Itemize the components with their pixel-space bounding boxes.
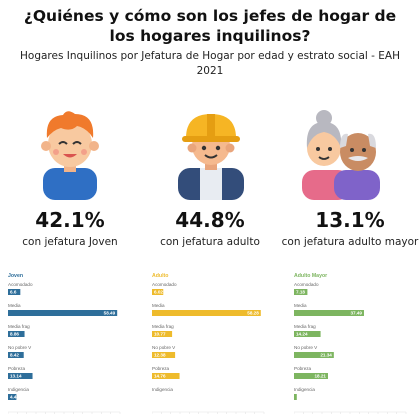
data-label: 58.28 [247,311,259,316]
data-label: 18.21 [314,374,326,379]
chart-adulto: Adulto Acomodado 6.02 Media 58.28 Media frag 1… [152,270,270,418]
data-label: 13.14 [10,374,22,379]
data-label: 10.77 [154,332,166,337]
stat-adulto-mayor: 13.1% con jefatura adulto mayor [280,207,420,250]
category-label: Acomodado [152,282,177,287]
stat-label: con jefatura Joven [22,236,118,248]
data-label: 6.6 [10,290,17,295]
stat-label: con jefatura adulto mayor [281,236,419,248]
category-label: No pobre V [152,345,176,350]
page-title: ¿Quiénes y cómo son los jefes de hogar d… [23,7,397,45]
bar [294,394,297,400]
data-label: 8.86 [10,332,19,337]
data-label: 4.49 [10,395,19,400]
data-label: 58.49 [104,311,116,316]
category-label: Media [8,303,21,308]
data-label: 37.49 [350,311,362,316]
stat-percent: 13.1% [315,208,385,232]
construction-worker-icon [178,114,244,200]
elderly-couple-icon [302,110,380,200]
bar [8,373,33,379]
page-subtitle: Hogares Inquilinos por Jefatura de Hogar… [20,50,400,77]
bar [8,331,25,337]
bar [152,331,173,337]
stat-label: con jefatura adulto [160,236,260,248]
chart-title: Joven [8,273,23,279]
category-label: Media frag [8,324,30,329]
data-label: 7.18 [296,290,305,295]
category-label: No pobre V [294,345,318,350]
bar [8,394,17,400]
bar [8,289,21,295]
bar [294,373,328,379]
stat-percent: 44.8% [175,208,245,232]
category-label: Pobreza [8,366,26,371]
stat-percent: 42.1% [35,208,105,232]
category-label: No pobre V [8,345,32,350]
category-label: Indigencia [8,387,29,392]
bar [294,352,334,358]
category-label: Media [294,303,307,308]
category-label: Indigencia [152,387,173,392]
chart-adulto-mayor-svg: Adulto Mayor Acomodado 7.18 Media 37.49 Media… [294,273,407,414]
bar [294,289,308,295]
stat-adulto: 44.8% con jefatura adulto [140,207,280,250]
bar [152,289,164,295]
data-label: 14.24 [296,332,308,337]
bar [294,310,364,316]
data-label: 12.38 [154,353,166,358]
bar [294,331,321,337]
bar [152,373,180,379]
chart-title: Adulto Mayor [294,273,327,279]
category-label: Pobreza [294,366,312,371]
bar [8,310,118,316]
category-label: Media [152,303,165,308]
data-label: 21.34 [320,353,332,358]
category-label: Indigencia [294,387,315,392]
chart-title: Adulto [152,273,168,279]
data-label: 6.02 [154,290,163,295]
bar [152,310,261,316]
data-label: 8.42 [10,353,19,358]
category-label: Media frag [294,324,316,329]
bar [152,352,176,358]
bar [8,352,24,358]
category-label: Media frag [152,324,174,329]
category-label: Pobreza [152,366,170,371]
chart-joven-svg: Joven Acomodado 6.6 Media 58.49 Media frag 8.8… [8,273,121,414]
data-label: 14.76 [154,374,166,379]
young-boy-icon [41,111,99,200]
category-label: Acomodado [294,282,319,287]
chart-adulto-mayor: Adulto Mayor Acomodado 7.18 Media 37.49 Media… [294,270,412,418]
chart-adulto-svg: Adulto Acomodado 6.02 Media 58.28 Media frag 1… [152,273,265,414]
category-label: Acomodado [8,282,33,287]
chart-joven: Joven Acomodado 6.6 Media 58.49 Media frag 8.8… [8,270,126,418]
stat-joven: 42.1% con jefatura Joven [0,207,140,250]
